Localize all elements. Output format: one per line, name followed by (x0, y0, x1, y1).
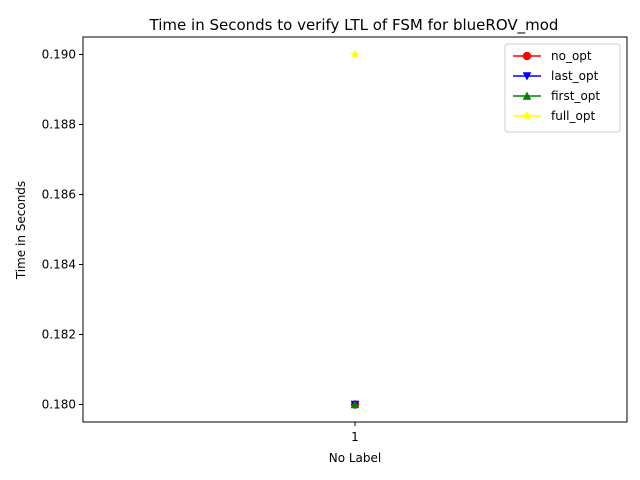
y-axis: 0.180 0.182 0.184 0.186 0.188 0.190 (42, 48, 83, 412)
legend-item: full_opt (513, 109, 595, 123)
series-first_opt (350, 399, 360, 409)
legend-box (504, 43, 621, 133)
legend-item: no_opt (513, 49, 592, 63)
y-tick-label: 0.190 (42, 48, 76, 62)
y-tick-label: 0.180 (42, 398, 76, 412)
legend-label: full_opt (551, 109, 595, 123)
y-tick-label: 0.186 (42, 188, 76, 202)
legend: no_opt last_opt first_opt full_opt (504, 43, 621, 133)
x-axis-label: No Label (329, 451, 382, 465)
y-tick-label: 0.182 (42, 328, 76, 342)
x-tick-label: 1 (351, 430, 359, 444)
chart-title: Time in Seconds to verify LTL of FSM for… (149, 16, 559, 35)
data-point (350, 49, 360, 59)
legend-label: first_opt (551, 89, 600, 103)
y-axis-label: Time in Seconds (14, 181, 28, 280)
legend-label: last_opt (551, 69, 599, 83)
legend-marker (522, 110, 532, 121)
y-tick-label: 0.188 (42, 118, 76, 132)
x-axis: 1 (351, 422, 359, 444)
legend-marker (522, 72, 532, 81)
legend-marker (522, 51, 532, 61)
legend-item: first_opt (513, 89, 600, 103)
legend-marker (522, 91, 532, 100)
legend-item: last_opt (513, 69, 599, 83)
y-tick-label: 0.184 (42, 258, 76, 272)
data-point (350, 399, 360, 409)
legend-label: no_opt (551, 49, 592, 63)
series-full_opt (350, 49, 360, 59)
series-group (350, 49, 360, 410)
